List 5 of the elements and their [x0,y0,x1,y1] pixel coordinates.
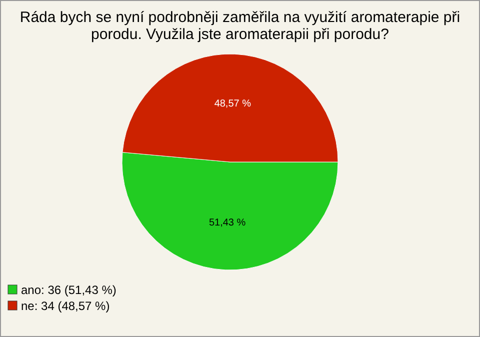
data-label: 48,57 % [214,98,252,110]
data-label: 51,43 % [208,217,246,228]
legend-label: ne: 34 (48,57 %) [21,299,110,313]
chart-title: Ráda bych se nyní podrobněji zaměřila na využití aromaterapie při porodu. Využila jste aromaterapii při porodu? [20,9,460,43]
legend-label: ano: 36 (51,43 %) [21,283,116,297]
